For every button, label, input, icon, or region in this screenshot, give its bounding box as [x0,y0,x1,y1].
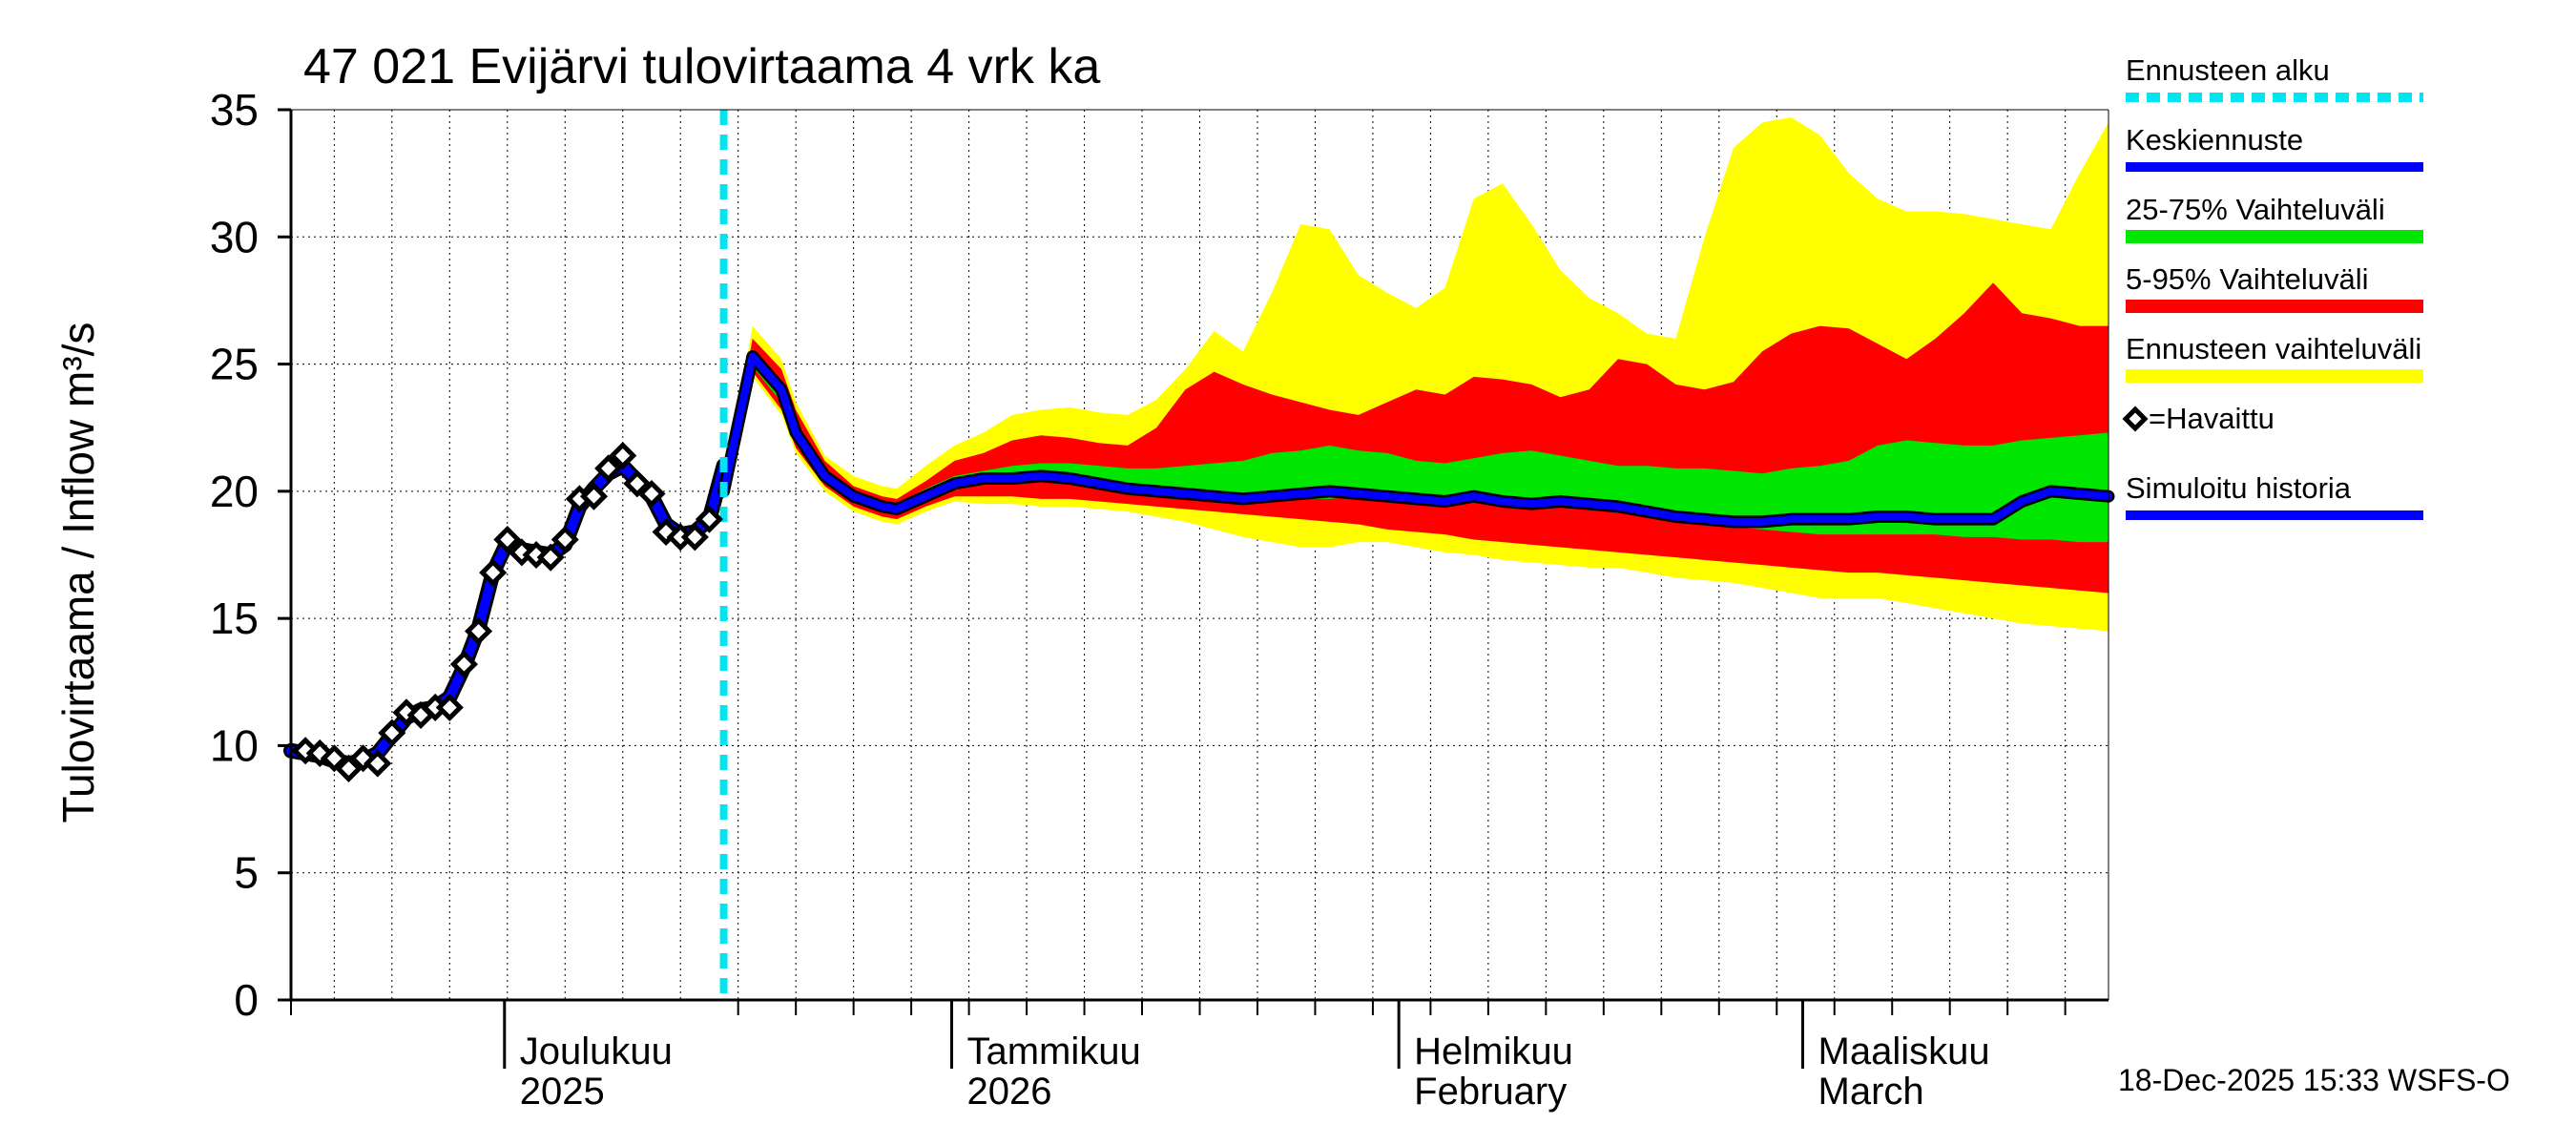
y-tick-label: 5 [234,848,259,898]
axes: 05101520253035Joulukuu2025Tammikuu2026He… [210,85,2109,1113]
y-tick-label: 0 [234,975,259,1025]
legend-label: Ennusteen vaihteluväli [2126,332,2421,365]
year-label: March [1818,1071,1924,1113]
observed-point [465,616,493,646]
median-forecast-line [719,352,2112,526]
observed-point [320,744,348,773]
y-tick-label: 30 [210,212,259,261]
year-label: February [1414,1071,1567,1113]
observed-point [579,482,609,510]
observed-point [493,525,522,554]
observed-point [680,523,709,552]
legend-label: 25-75% Vaihteluväli [2126,193,2385,226]
y-tick-label: 20 [210,467,259,516]
year-label: 2026 [966,1071,1051,1113]
observed-point [609,442,637,470]
y-tick-label: 10 [210,720,259,770]
observed-point [637,479,666,509]
legend-label: 5-95% Vaihteluväli [2126,262,2368,296]
month-label: Joulukuu [520,1030,673,1072]
legend: Ennusteen alku Keskiennuste 25-75% Vaihtel… [2122,53,2423,520]
month-label: Maaliskuu [1818,1030,1990,1072]
observed-point [623,469,652,498]
observed-point [364,749,392,778]
y-axis-label: Tulovirtaama / Inflow m³/s [53,323,103,823]
observed-point [551,525,579,554]
y-tick-label: 25 [210,340,259,389]
legend-label: =Havaittu [2149,402,2275,435]
month-label: Helmikuu [1414,1030,1573,1072]
legend-label: Keskiennuste [2126,123,2303,156]
legend-label: Ennusteen alku [2126,53,2330,87]
observed-point [479,558,508,587]
legend-marker-observed [2122,406,2149,432]
legend-label: Simuloitu historia [2126,471,2352,505]
month-label: Tammikuu [966,1030,1140,1072]
chart-title: 47 021 Evijärvi tulovirtaama 4 vrk ka [303,39,1100,94]
observed-point [695,505,723,533]
timestamp: 18-Dec-2025 15:33 WSFS-O [2118,1063,2510,1097]
y-tick-label: 15 [210,593,259,643]
observed-point [536,543,565,572]
plot-area [283,109,2115,1000]
observed-point [435,693,464,721]
year-label: 2025 [520,1071,605,1113]
observed-point [378,718,406,747]
observed-point [449,650,478,678]
band-25-75 [723,348,2109,543]
observed-point [594,454,623,483]
observed-point [334,754,364,782]
y-tick-label: 35 [210,85,259,135]
